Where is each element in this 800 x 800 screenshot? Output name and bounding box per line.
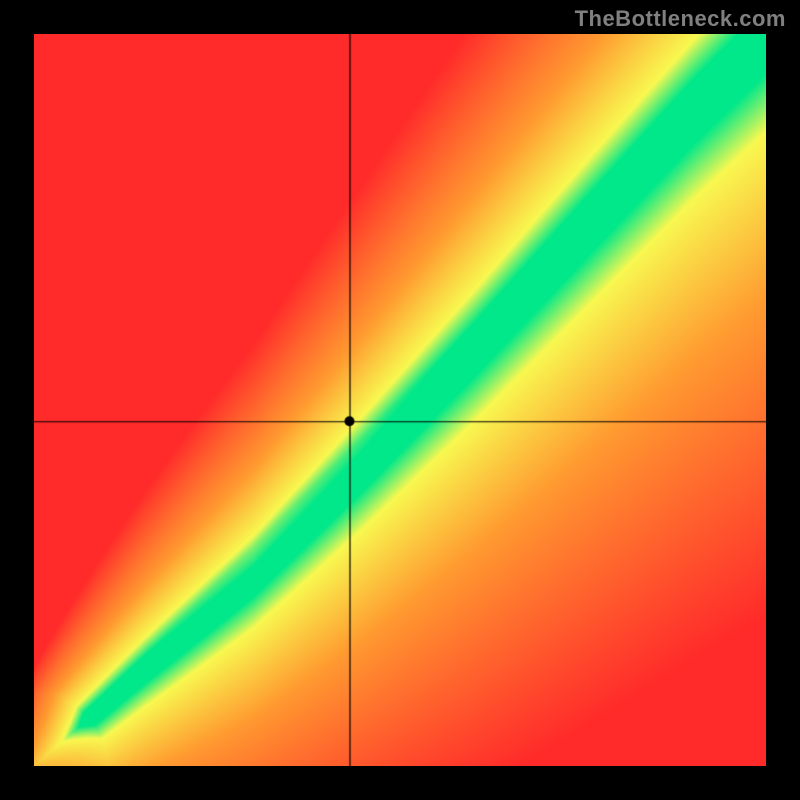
bottleneck-heatmap <box>34 34 766 766</box>
chart-container: TheBottleneck.com <box>0 0 800 800</box>
watermark-text: TheBottleneck.com <box>575 6 786 32</box>
